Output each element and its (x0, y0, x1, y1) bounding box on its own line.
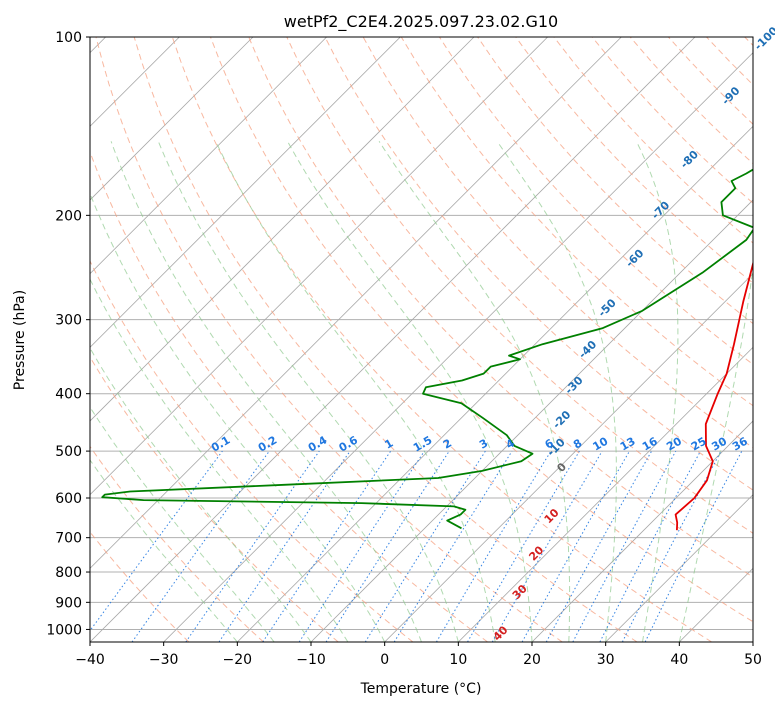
mixing-ratio-line (600, 451, 701, 642)
dry-adiabat (0, 37, 264, 642)
isotherm-line (0, 37, 327, 642)
y-tick-label: 1000 (46, 622, 82, 638)
x-tick-label: −40 (75, 652, 105, 668)
dry-adiabat (554, 37, 775, 642)
isotherm-line (237, 37, 775, 642)
mixing-ratio-line (573, 451, 676, 642)
dry-adiabat (58, 37, 488, 642)
x-tick-label: −10 (296, 652, 326, 668)
x-tick-label: 30 (597, 652, 615, 668)
y-tick-label: 200 (55, 208, 82, 224)
dry-adiabat-label: 10 (542, 506, 562, 526)
y-tick-label: 100 (55, 30, 82, 46)
dry-adiabat (592, 37, 775, 642)
isotherm-line (753, 37, 775, 642)
mixing-ratio-line (219, 451, 350, 642)
dry-adiabat-label: 0 (554, 460, 569, 475)
dry-adiabat-label: -90 (719, 84, 742, 107)
dry-adiabat (707, 37, 775, 642)
dry-adiabat-label: 30 (510, 582, 530, 602)
isotherm-line (0, 37, 474, 642)
temperature-profile-line (676, 37, 775, 530)
isotherm-line (90, 37, 695, 642)
moist-adiabat (37, 141, 348, 642)
dry-adiabat (745, 37, 775, 642)
moist-adiabat (497, 141, 616, 642)
isotherm-line (679, 37, 775, 642)
dry-adiabat (516, 37, 775, 642)
x-tick-label: 10 (449, 652, 467, 668)
isotherm-line (385, 37, 775, 642)
isotherm-line (0, 37, 253, 642)
dry-adiabat-label: -100 (752, 24, 775, 53)
dry-adiabat-label: 20 (526, 543, 546, 563)
chart-title: wetPf2_C2E4.2025.097.23.02.G10 (284, 12, 558, 32)
moist-adiabat (288, 141, 533, 642)
y-tick-label: 500 (55, 444, 82, 460)
x-tick-label: −30 (149, 652, 179, 668)
x-axis-label: Temperature (°C) (360, 681, 482, 697)
x-axis-ticks: −40 −30 −20 −10 0 10 20 30 40 50 (75, 642, 762, 668)
x-tick-label: 20 (523, 652, 541, 668)
y-tick-label: 900 (55, 595, 82, 611)
y-tick-label: 600 (55, 491, 82, 507)
dry-adiabat (20, 37, 413, 642)
dry-adiabat-label: -60 (623, 246, 646, 269)
mixing-ratio-line (263, 451, 391, 642)
y-axis-ticks: 100 200 300 400 500 600 700 800 900 1000 (46, 30, 90, 638)
y-tick-label: 400 (55, 387, 82, 403)
dry-adiabat (668, 37, 775, 642)
x-tick-label: 0 (380, 652, 389, 668)
y-axis-label: Pressure (hPa) (12, 290, 28, 390)
mixing-ratio-label: 2 (441, 437, 454, 452)
dry-adiabat-label: 40 (491, 623, 511, 643)
moist-adiabat (158, 141, 458, 642)
dry-adiabat-label: -80 (678, 148, 701, 171)
moist-adiabat (379, 141, 569, 642)
dry-adiabat (0, 37, 338, 642)
mixing-ratio-line (468, 451, 580, 642)
x-tick-label: 50 (744, 652, 762, 668)
x-tick-label: 40 (670, 652, 688, 668)
y-tick-label: 700 (55, 531, 82, 547)
isotherm-line (458, 37, 775, 642)
x-tick-label: −20 (223, 652, 253, 668)
y-tick-label: 300 (55, 313, 82, 329)
plot-frame (90, 37, 753, 642)
background-grid (0, 37, 775, 642)
isotherm-line (0, 37, 400, 642)
data-lines (102, 37, 775, 530)
dry-adiabat-label: -50 (596, 296, 619, 319)
dry-adiabat-label: -20 (550, 408, 573, 431)
moist-adiabat (7, 141, 311, 642)
dry-adiabat (0, 37, 189, 642)
mixing-ratio-label: 4 (504, 436, 517, 451)
mixing-ratio-line (82, 451, 223, 642)
y-tick-label: 800 (55, 565, 82, 581)
line-labels: -100-90-80-70-60-50-40-30-20-10010203040… (209, 24, 775, 644)
isotherm-line (0, 37, 548, 642)
moist-adiabat (679, 141, 760, 642)
dry-adiabat-label: -70 (649, 198, 672, 221)
moist-adiabat (216, 141, 496, 642)
dry-adiabat-label: -40 (576, 338, 599, 361)
